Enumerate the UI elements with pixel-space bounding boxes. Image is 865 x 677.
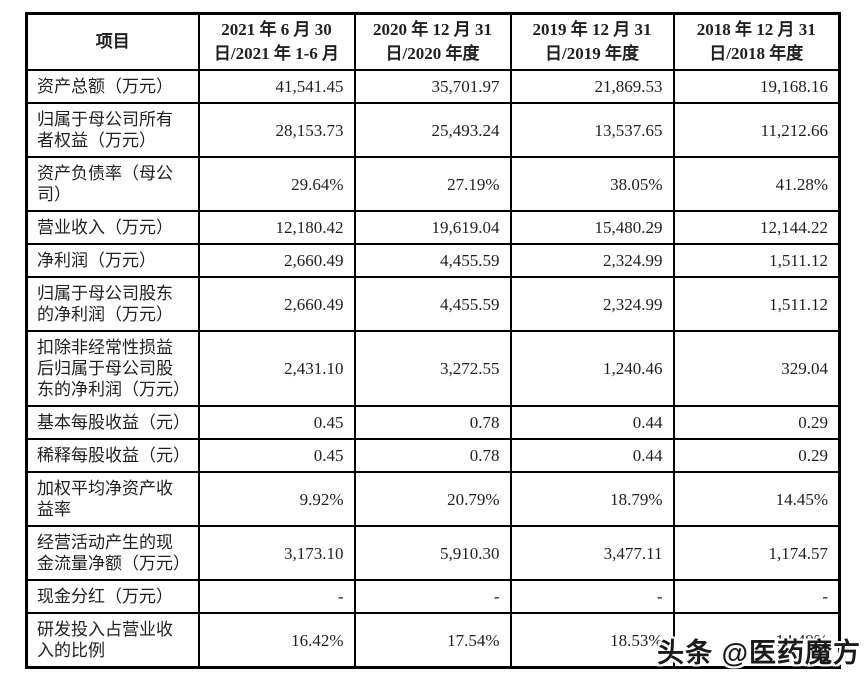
column-header-period-2018: 2018 年 12 月 31 日/2018 年度 — [672, 12, 841, 71]
value-cell: 0.29 — [672, 405, 841, 440]
value-cell: - — [353, 579, 512, 614]
value-cell: 12,144.22 — [672, 210, 841, 245]
table-row: 加权平均净资产收 益率 9.92% 20.79% 18.79% 14.45% — [25, 471, 841, 527]
row-label: 经营活动产生的现 金流量净额（万元） — [25, 525, 200, 581]
value-cell: 21,869.53 — [509, 69, 675, 104]
value-cell: 2,324.99 — [509, 243, 675, 278]
row-label: 现金分红（万元） — [25, 579, 200, 614]
table-body: 资产总额（万元） 41,541.45 35,701.97 21,869.53 19,16… — [25, 69, 841, 669]
row-label: 资产总额（万元） — [25, 69, 200, 104]
value-cell: 4,455.59 — [353, 276, 512, 332]
period-line1: 2019 年 12 月 31 — [532, 20, 652, 39]
row-label: 资产负债率（母公 司） — [25, 156, 200, 212]
column-header-period-2021: 2021 年 6 月 30 日/2021 年 1-6 月 — [197, 12, 356, 71]
value-cell: 3,173.10 — [197, 525, 356, 581]
value-cell: 1,240.46 — [509, 330, 675, 407]
value-cell: 2,660.49 — [197, 243, 356, 278]
value-cell: 25,493.24 — [353, 102, 512, 158]
value-cell: 27.19% — [353, 156, 512, 212]
value-cell: 35,701.97 — [353, 69, 512, 104]
row-label: 加权平均净资产收 益率 — [25, 471, 200, 527]
value-cell: 9.92% — [197, 471, 356, 527]
value-cell: 41.28% — [672, 156, 841, 212]
row-label: 归属于母公司所有 者权益（万元） — [25, 102, 200, 158]
value-cell: 2,324.99 — [509, 276, 675, 332]
value-cell: 11,212.66 — [672, 102, 841, 158]
financial-summary-table: 项目 2021 年 6 月 30 日/2021 年 1-6 月 2020 年 1… — [25, 12, 841, 669]
value-cell: 15,480.29 — [509, 210, 675, 245]
table-row: 经营活动产生的现 金流量净额（万元） 3,173.10 5,910.30 3,477.… — [25, 525, 841, 581]
value-cell: 17.54% — [353, 612, 512, 669]
column-header-period-2020: 2020 年 12 月 31 日/2020 年度 — [353, 12, 512, 71]
value-cell: 4,455.59 — [353, 243, 512, 278]
value-cell: 38.05% — [509, 156, 675, 212]
row-label: 基本每股收益（元） — [25, 405, 200, 440]
period-line2: 日/2020 年度 — [385, 44, 480, 63]
value-cell: 0.78 — [353, 438, 512, 473]
period-line2: 日/2018 年度 — [709, 44, 804, 63]
table-row: 基本每股收益（元） 0.45 0.78 0.44 0.29 — [25, 405, 841, 440]
value-cell: 12,180.42 — [197, 210, 356, 245]
value-cell: 3,477.11 — [509, 525, 675, 581]
value-cell: 0.44 — [509, 438, 675, 473]
value-cell: 13,537.65 — [509, 102, 675, 158]
value-cell: 14.49% — [672, 612, 841, 669]
value-cell: 2,431.10 — [197, 330, 356, 407]
value-cell: 16.42% — [197, 612, 356, 669]
period-line2: 日/2019 年度 — [545, 44, 639, 63]
value-cell: 0.78 — [353, 405, 512, 440]
row-label: 稀释每股收益（元） — [25, 438, 200, 473]
value-cell: 329.04 — [672, 330, 841, 407]
value-cell: 1,511.12 — [672, 243, 841, 278]
watermark: 头条 @医药魔方 — [657, 638, 861, 668]
row-label: 扣除非经常性损益 后归属于母公司股 东的净利润（万元） — [25, 330, 200, 407]
value-cell: 18.79% — [509, 471, 675, 527]
value-cell: 5,910.30 — [353, 525, 512, 581]
table-header: 项目 2021 年 6 月 30 日/2021 年 1-6 月 2020 年 1… — [25, 12, 841, 71]
value-cell: 1,511.12 — [672, 276, 841, 332]
value-cell: 0.44 — [509, 405, 675, 440]
value-cell: 29.64% — [197, 156, 356, 212]
value-cell: 28,153.73 — [197, 102, 356, 158]
value-cell: 18.53% — [509, 612, 675, 669]
table-row: 稀释每股收益（元） 0.45 0.78 0.44 0.29 — [25, 438, 841, 473]
value-cell: 0.29 — [672, 438, 841, 473]
value-cell: - — [509, 579, 675, 614]
value-cell: - — [672, 579, 841, 614]
table-row: 净利润（万元） 2,660.49 4,455.59 2,324.99 1,511.12 — [25, 243, 841, 278]
row-label: 研发投入占营业收 入的比例 — [25, 612, 200, 669]
value-cell: 19,619.04 — [353, 210, 512, 245]
table-row: 研发投入占营业收 入的比例 16.42% 17.54% 18.53% 14.49% — [25, 612, 841, 669]
table-row: 资产总额（万元） 41,541.45 35,701.97 21,869.53 19,16… — [25, 69, 841, 104]
table-row: 资产负债率（母公 司） 29.64% 27.19% 38.05% 41.28% — [25, 156, 841, 212]
column-header-item: 项目 — [25, 12, 200, 71]
table-row: 归属于母公司股东 的净利润（万元） 2,660.49 4,455.59 2,324.9… — [25, 276, 841, 332]
value-cell: 41,541.45 — [197, 69, 356, 104]
period-line1: 2018 年 12 月 31 — [696, 20, 816, 39]
row-label: 净利润（万元） — [25, 243, 200, 278]
row-label: 营业收入（万元） — [25, 210, 200, 245]
value-cell: 0.45 — [197, 438, 356, 473]
row-label: 归属于母公司股东 的净利润（万元） — [25, 276, 200, 332]
value-cell: 2,660.49 — [197, 276, 356, 332]
value-cell: 0.45 — [197, 405, 356, 440]
value-cell: 1,174.57 — [672, 525, 841, 581]
value-cell: - — [197, 579, 356, 614]
table-row: 归属于母公司所有 者权益（万元） 28,153.73 25,493.24 13,537… — [25, 102, 841, 158]
period-line1: 2020 年 12 月 31 — [373, 20, 492, 39]
table-row: 扣除非经常性损益 后归属于母公司股 东的净利润（万元） 2,431.10 3,272… — [25, 330, 841, 407]
column-header-period-2019: 2019 年 12 月 31 日/2019 年度 — [509, 12, 675, 71]
period-line2: 日/2021 年 1-6 月 — [213, 44, 340, 63]
value-cell: 3,272.55 — [353, 330, 512, 407]
value-cell: 14.45% — [672, 471, 841, 527]
table-row: 现金分红（万元） - - - - — [25, 579, 841, 614]
header-row: 项目 2021 年 6 月 30 日/2021 年 1-6 月 2020 年 1… — [25, 12, 841, 71]
value-cell: 20.79% — [353, 471, 512, 527]
table-row: 营业收入（万元） 12,180.42 19,619.04 15,480.29 12,14… — [25, 210, 841, 245]
period-line1: 2021 年 6 月 30 — [221, 20, 332, 39]
value-cell: 19,168.16 — [672, 69, 841, 104]
